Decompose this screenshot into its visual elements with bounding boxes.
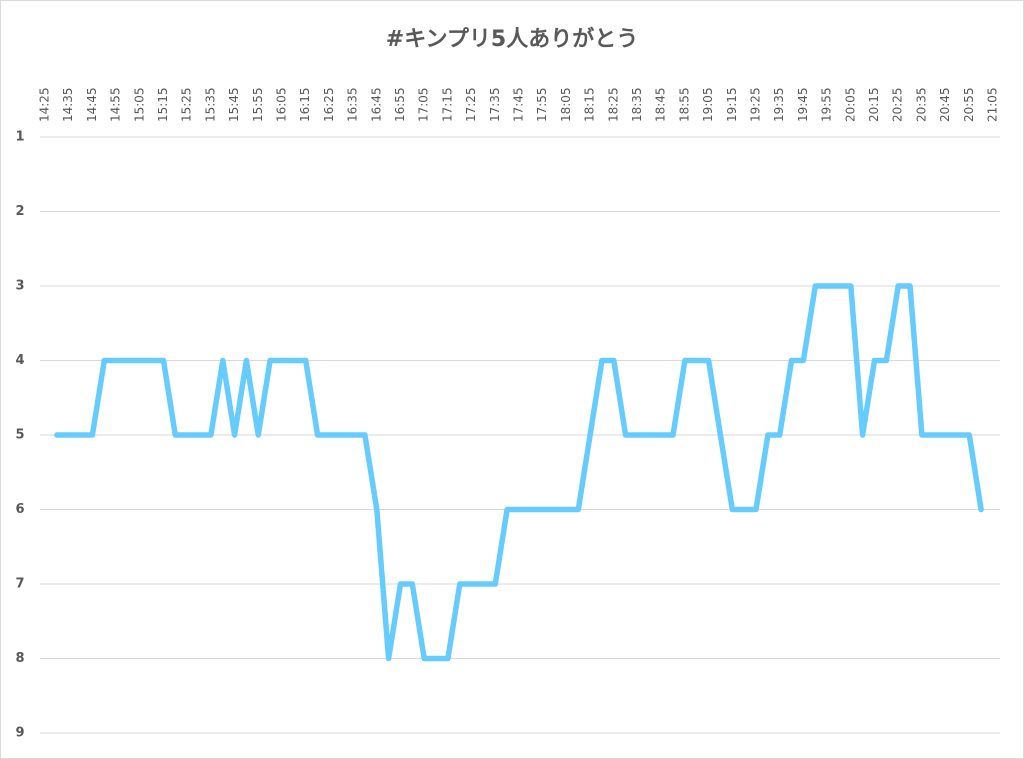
x-tick-label: 17:45 bbox=[512, 87, 526, 122]
y-tick-label: 6 bbox=[15, 502, 24, 517]
x-tick-label: 17:05 bbox=[417, 87, 431, 122]
x-tick-label: 19:45 bbox=[796, 87, 810, 122]
x-tick-label: 15:55 bbox=[251, 87, 265, 122]
x-tick-label: 16:55 bbox=[393, 87, 407, 122]
y-tick-label: 2 bbox=[15, 204, 24, 219]
x-tick-label: 16:35 bbox=[346, 87, 360, 122]
x-tick-label: 18:25 bbox=[606, 87, 620, 122]
x-tick-label: 15:25 bbox=[180, 87, 194, 122]
y-tick-label: 5 bbox=[15, 428, 24, 443]
x-tick-label: 14:55 bbox=[109, 87, 123, 122]
x-tick-label: 21:05 bbox=[986, 87, 1000, 122]
y-tick-label: 8 bbox=[15, 651, 24, 666]
y-tick-label: 7 bbox=[15, 577, 24, 592]
x-tick-label: 18:35 bbox=[630, 87, 644, 122]
y-tick-label: 3 bbox=[15, 279, 24, 294]
x-tick-label: 15:05 bbox=[132, 87, 146, 122]
x-tick-label: 19:15 bbox=[725, 87, 739, 122]
x-tick-label: 20:45 bbox=[938, 87, 952, 122]
chart-title: #キンプリ5人ありがとう bbox=[386, 26, 638, 52]
x-tick-label: 20:35 bbox=[914, 87, 928, 122]
x-tick-label: 20:05 bbox=[843, 87, 857, 122]
x-tick-label: 15:35 bbox=[203, 87, 217, 122]
x-tick-label: 14:45 bbox=[85, 87, 99, 122]
x-tick-label: 15:45 bbox=[227, 87, 241, 122]
x-tick-label: 17:35 bbox=[488, 87, 502, 122]
y-tick-label: 4 bbox=[15, 353, 24, 368]
y-tick-label: 1 bbox=[15, 130, 24, 145]
x-tick-label: 18:55 bbox=[677, 87, 691, 122]
x-tick-label: 20:15 bbox=[867, 87, 881, 122]
x-tick-label: 14:35 bbox=[61, 87, 75, 122]
x-tick-label: 17:55 bbox=[535, 87, 549, 122]
x-tick-label: 20:25 bbox=[891, 87, 905, 122]
x-tick-label: 18:05 bbox=[559, 87, 573, 122]
x-tick-label: 16:05 bbox=[275, 87, 289, 122]
x-tick-label: 17:15 bbox=[440, 87, 454, 122]
x-tick-label: 19:25 bbox=[749, 87, 763, 122]
x-tick-label: 18:45 bbox=[654, 87, 668, 122]
x-tick-label: 19:55 bbox=[820, 87, 834, 122]
x-tick-label: 14:25 bbox=[38, 87, 52, 122]
x-tick-label: 17:25 bbox=[464, 87, 478, 122]
x-tick-label: 16:45 bbox=[369, 87, 383, 122]
x-tick-label: 16:15 bbox=[298, 87, 312, 122]
x-tick-label: 16:25 bbox=[322, 87, 336, 122]
x-tick-label: 19:05 bbox=[701, 87, 715, 122]
series-line bbox=[54, 283, 984, 662]
y-tick-label: 9 bbox=[15, 726, 24, 741]
x-tick-label: 18:15 bbox=[583, 87, 597, 122]
x-tick-label: 19:35 bbox=[772, 87, 786, 122]
x-tick-label: 20:55 bbox=[962, 87, 976, 122]
x-tick-label: 15:15 bbox=[156, 87, 170, 122]
